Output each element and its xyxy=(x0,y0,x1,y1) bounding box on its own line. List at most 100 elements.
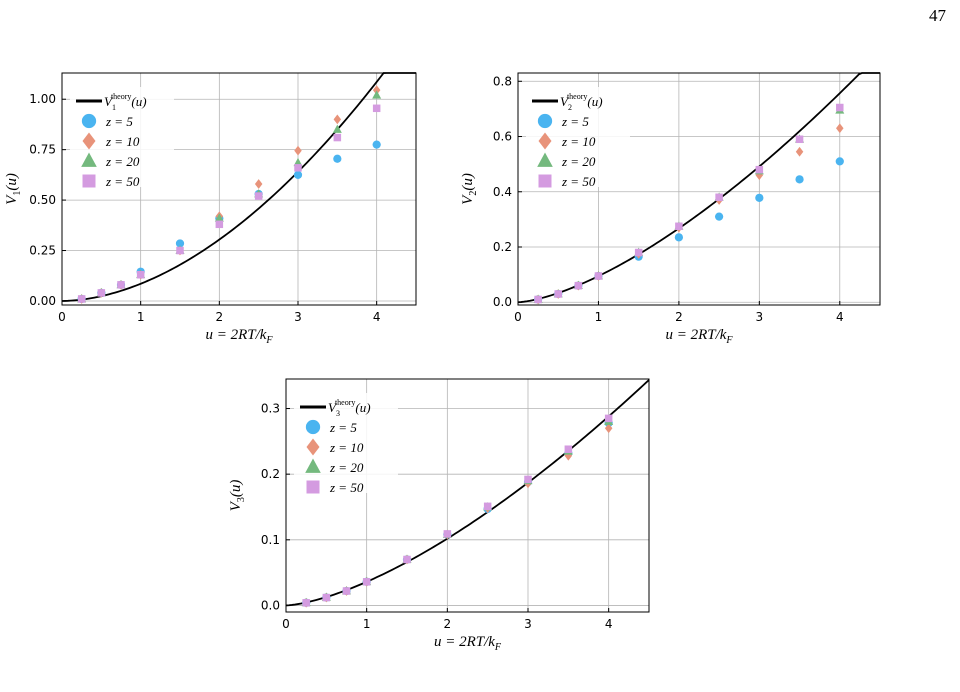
data-point-square xyxy=(77,295,86,303)
legend-label: z = 10 xyxy=(561,134,596,149)
data-point-circle xyxy=(175,239,185,248)
legend-marker-diamond xyxy=(306,438,320,456)
x-tick-label: 0 xyxy=(58,310,66,324)
data-point-square xyxy=(483,502,492,511)
x-tick-label: 1 xyxy=(363,617,371,631)
y-tick-label: 0.4 xyxy=(493,185,512,199)
data-point-square xyxy=(136,270,145,279)
panel-v3: 0 1 2 3 4 0.0 0.1 0.2 0.3 u = 2RT/kF V3(u) V3theory… xyxy=(228,378,650,653)
data-point-square xyxy=(715,193,723,202)
legend-label: z = 50 xyxy=(329,480,364,495)
y-tick-label: 0.3 xyxy=(261,402,280,416)
data-point-diamond xyxy=(372,85,381,96)
legend-label: z = 20 xyxy=(561,154,596,169)
data-point-square xyxy=(97,289,106,297)
data-point-square xyxy=(554,290,562,298)
data-point-square xyxy=(594,272,603,280)
page-number: 47 xyxy=(929,6,946,25)
data-point-circle xyxy=(333,154,342,163)
panel-v2: 0 1 2 3 4 0.0 0.2 0.4 0.6 0.8 u = 2RT/kF V2(u) V2the… xyxy=(460,72,881,346)
y-tick-label: 0.8 xyxy=(493,74,512,88)
data-point-circle xyxy=(755,193,764,202)
legend-marker-diamond xyxy=(82,132,96,150)
data-point-square xyxy=(176,246,184,255)
legend-theory-label: V1theory(u) xyxy=(104,92,147,112)
legend-label: z = 10 xyxy=(105,134,140,149)
data-point-square xyxy=(443,530,452,538)
y-axis-label: V1(u) xyxy=(4,173,23,205)
y-axis-label: V2(u) xyxy=(460,173,479,205)
x-tick-label: 2 xyxy=(216,310,224,324)
x-tick-label: 2 xyxy=(444,617,452,631)
data-point-circle xyxy=(293,170,303,180)
legend-theory-label: V2theory(u) xyxy=(560,92,603,112)
legend-label: z = 10 xyxy=(329,440,364,455)
data-point-square xyxy=(564,445,573,453)
data-point-square xyxy=(795,135,804,144)
data-point-diamond xyxy=(254,179,263,189)
data-point-square xyxy=(215,220,224,229)
legend-marker-square xyxy=(82,174,96,188)
legend-theory-label: V3theory(u) xyxy=(328,398,371,418)
data-point-square xyxy=(675,222,683,231)
legend-label: z = 50 xyxy=(105,174,140,189)
data-point-triangle xyxy=(332,124,342,133)
y-tick-label: 0.75 xyxy=(29,143,56,157)
data-point-square xyxy=(342,587,351,595)
legend-label: z = 5 xyxy=(329,420,357,435)
y-tick-label: 0.2 xyxy=(261,467,280,481)
y-tick-label: 0.0 xyxy=(493,295,512,309)
x-tick-label: 2 xyxy=(675,310,683,324)
legend-marker-square xyxy=(538,174,552,188)
data-point-circle xyxy=(795,175,804,184)
legend-marker-circle xyxy=(81,113,97,129)
y-tick-label: 0.6 xyxy=(493,130,512,144)
theory-curve xyxy=(61,72,416,302)
data-point-square xyxy=(302,599,310,607)
data-point-square xyxy=(294,164,302,172)
legend-marker-diamond xyxy=(538,132,552,150)
x-tick-label: 1 xyxy=(137,310,145,324)
data-point-circle xyxy=(372,140,381,149)
data-point-square xyxy=(755,165,764,174)
x-tick-label: 0 xyxy=(282,617,290,631)
y-tick-label: 0.25 xyxy=(29,244,56,258)
legend-label: z = 5 xyxy=(561,114,589,129)
x-tick-label: 0 xyxy=(514,310,522,324)
plot-frame xyxy=(61,72,417,306)
data-point-square xyxy=(322,593,331,602)
data-point-square xyxy=(117,281,125,289)
data-point-diamond xyxy=(294,145,302,156)
x-tick-label: 3 xyxy=(524,617,532,631)
plot-frame xyxy=(517,72,881,306)
legend-label: z = 20 xyxy=(329,460,364,475)
legend-marker-triangle xyxy=(537,152,553,167)
legend-marker-triangle xyxy=(81,152,97,167)
data-point-circle xyxy=(835,157,844,166)
data-point-square xyxy=(254,192,263,200)
legend-label: z = 5 xyxy=(105,114,133,129)
data-point-diamond xyxy=(604,423,613,434)
legend-label: z = 50 xyxy=(561,174,596,189)
data-point-diamond xyxy=(333,114,342,125)
y-tick-label: 0.00 xyxy=(29,294,56,308)
data-point-triangle xyxy=(372,90,382,99)
data-point-square xyxy=(372,104,381,113)
x-tick-label: 3 xyxy=(756,310,764,324)
x-tick-label: 4 xyxy=(605,617,613,631)
data-point-triangle xyxy=(214,213,224,222)
data-point-square xyxy=(403,555,411,564)
x-axis-label: u = 2RT/kF xyxy=(434,634,502,653)
x-axis-label: u = 2RT/kF xyxy=(205,327,273,346)
plot-frame xyxy=(285,378,650,613)
y-tick-label: 0.50 xyxy=(29,193,56,207)
data-point-circle xyxy=(674,233,684,242)
data-point-square xyxy=(634,248,643,257)
data-point-square xyxy=(534,295,542,304)
y-tick-label: 0.0 xyxy=(261,598,280,612)
y-tick-label: 1.00 xyxy=(29,92,56,106)
data-point-diamond xyxy=(795,146,804,157)
x-tick-label: 1 xyxy=(595,310,603,324)
data-point-diamond xyxy=(836,123,844,134)
